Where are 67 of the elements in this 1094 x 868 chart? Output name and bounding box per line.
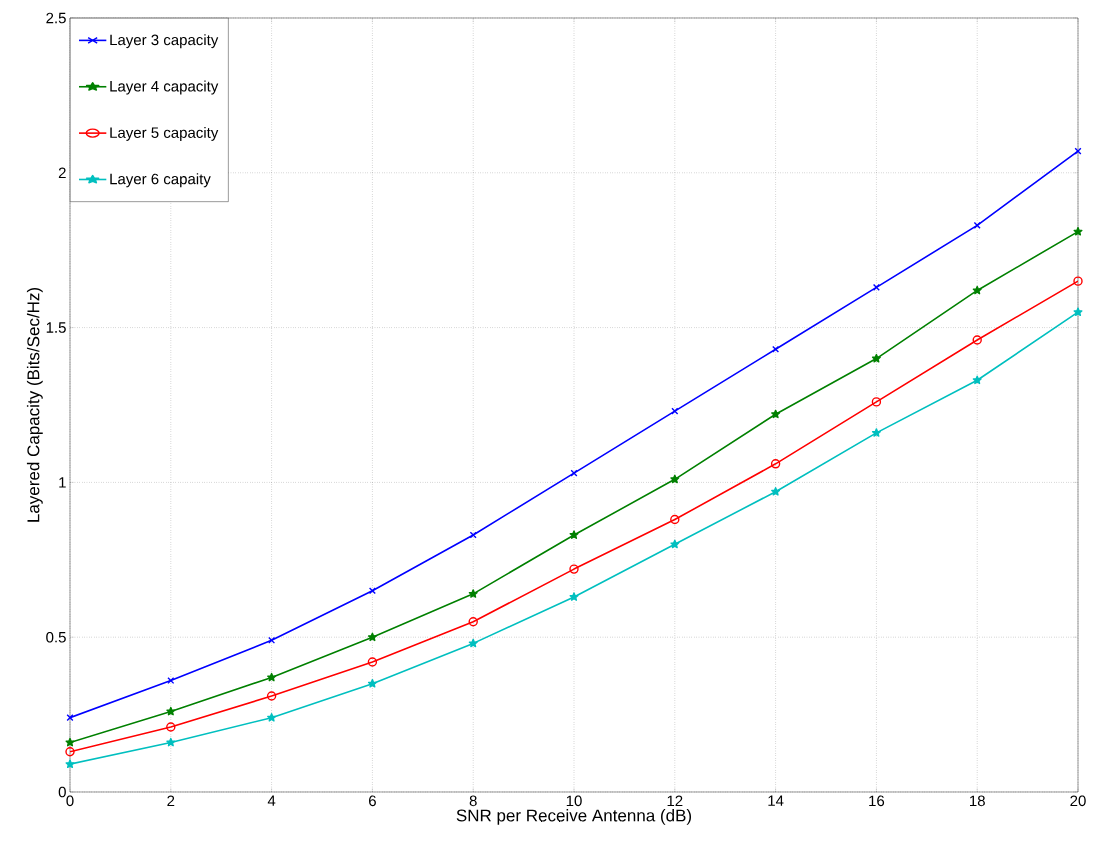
point — [1073, 307, 1083, 317]
point — [267, 713, 277, 722]
x-tick-label: 16 — [869, 795, 885, 807]
point — [671, 407, 679, 415]
legend-label: Layer 4 capacity — [110, 80, 219, 95]
point — [266, 691, 277, 701]
legend-label: Layer 3 capacity — [110, 34, 219, 49]
x-tick-label: 20 — [1070, 795, 1086, 807]
legend-label: Layer 6 capaity — [110, 173, 211, 188]
point — [670, 539, 680, 549]
x-tick-label: 4 — [267, 795, 276, 806]
point — [770, 459, 781, 469]
point — [973, 221, 981, 229]
point — [367, 632, 377, 642]
y-tick-label: 1 — [59, 477, 66, 488]
y-tick-label: 0.5 — [46, 631, 66, 643]
point — [872, 283, 880, 291]
point — [871, 428, 881, 437]
point — [771, 486, 781, 496]
y-tick-label: 0 — [58, 786, 66, 798]
point — [1073, 226, 1083, 236]
point — [871, 353, 881, 363]
point — [468, 617, 478, 627]
point — [367, 657, 378, 667]
y-tick-label: 2.5 — [46, 12, 66, 24]
point — [569, 564, 579, 574]
point — [66, 714, 74, 722]
point — [267, 672, 277, 682]
point — [268, 636, 276, 644]
x-tick-label: 10 — [566, 795, 582, 807]
y-tick-label: 1.5 — [46, 322, 66, 333]
x-axis-title: SNR per Receive Antenna (dB) — [456, 809, 692, 825]
point — [972, 375, 982, 385]
y-axis-title: Layered Capacity (Bits/Sec/Hz) — [26, 287, 43, 522]
point — [670, 514, 680, 525]
x-tick-label: 6 — [369, 795, 376, 807]
point — [469, 531, 477, 539]
x-tick-label: 0 — [66, 795, 74, 807]
point — [569, 592, 579, 601]
point — [772, 345, 780, 353]
point — [771, 409, 781, 419]
point — [166, 737, 176, 747]
legend-label: Layer 5 capacity — [110, 126, 219, 141]
point — [972, 285, 982, 295]
point — [65, 747, 75, 757]
x-tick-label: 2 — [167, 795, 175, 807]
point — [468, 589, 478, 598]
point — [972, 335, 982, 345]
point — [871, 397, 882, 407]
point — [1073, 276, 1083, 286]
point — [670, 474, 680, 484]
point — [468, 638, 478, 648]
x-tick-label: 14 — [768, 795, 784, 806]
x-tick-label: 12 — [667, 795, 683, 807]
x-tick-label: 8 — [469, 795, 477, 807]
point — [367, 678, 377, 688]
point — [1074, 147, 1082, 155]
point — [569, 530, 579, 539]
y-tick-label: 2 — [58, 167, 66, 179]
x-tick-label: 18 — [970, 795, 985, 807]
point — [166, 722, 176, 732]
point — [65, 737, 75, 747]
point — [166, 706, 176, 716]
point — [167, 677, 175, 685]
point — [368, 587, 376, 595]
point — [570, 469, 578, 477]
point — [65, 759, 75, 769]
